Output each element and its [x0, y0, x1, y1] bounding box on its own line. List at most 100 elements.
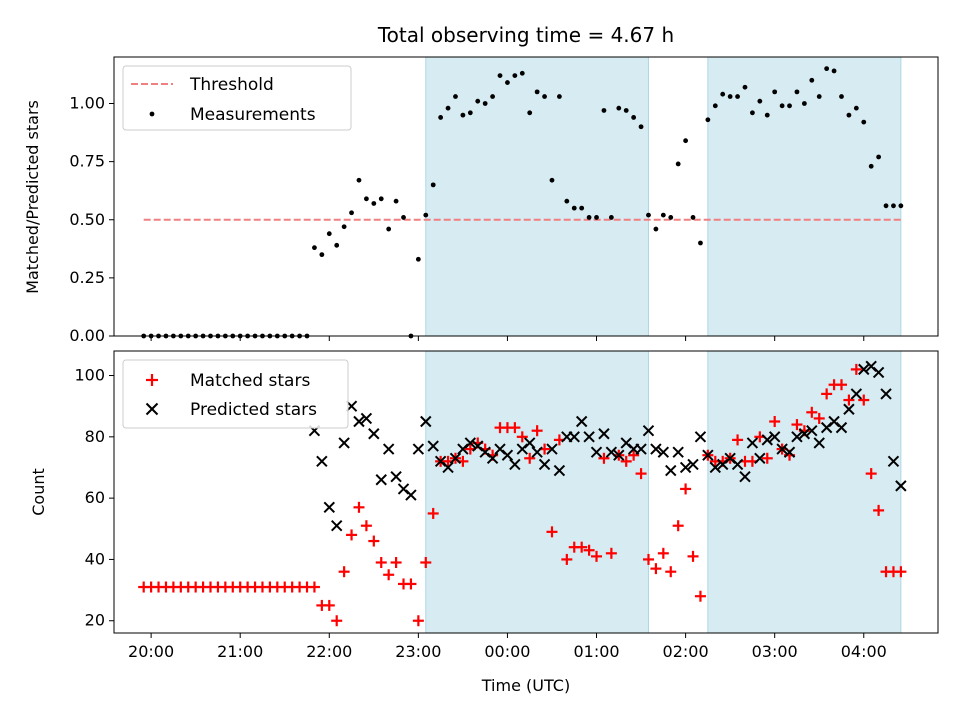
predicted-star-point	[768, 431, 781, 443]
predicted-star-point	[449, 452, 462, 464]
predicted-star-point-b	[806, 424, 818, 437]
measurement-point	[646, 212, 651, 218]
matched-star-point	[732, 434, 744, 446]
matched-star-point	[850, 363, 862, 375]
predicted-star-point-b	[665, 464, 677, 477]
measurement-point	[475, 98, 481, 104]
measurement-point	[675, 161, 681, 167]
measurement-point	[883, 203, 889, 209]
measurement-point	[557, 94, 562, 99]
matched-star-point	[360, 520, 372, 532]
predicted-star-point	[813, 437, 825, 449]
measurement-point	[460, 112, 466, 118]
measurement-point	[891, 203, 896, 209]
measurement-point	[586, 215, 592, 220]
predicted-star-point	[783, 446, 796, 458]
measurement-point	[542, 94, 547, 99]
matched-star-point	[620, 455, 632, 467]
predicted-star-point-b	[687, 458, 699, 471]
measurement-point	[623, 108, 629, 113]
predicted-star-point	[531, 446, 543, 458]
predicted-star-point	[694, 431, 707, 443]
measurement-point	[386, 226, 392, 232]
predicted-star-point-b	[412, 443, 425, 455]
observing-intervals	[425, 351, 902, 633]
predicted-star-point-b	[754, 452, 766, 464]
predicted-star-point	[382, 443, 395, 455]
matched-star-point	[591, 550, 603, 562]
predicted-star-point-b	[449, 452, 462, 464]
measurement-point	[482, 101, 488, 106]
predicted-star-point	[330, 520, 343, 532]
matched-star-point	[642, 553, 654, 565]
measurement-point	[415, 256, 421, 262]
predicted-star-point-b	[679, 461, 692, 474]
measurement-point	[312, 245, 317, 251]
measurement-point	[779, 103, 785, 109]
predicted-star-point-b	[427, 440, 439, 452]
observing-interval-band	[425, 351, 649, 633]
measurement-point	[683, 138, 689, 144]
measurement-point	[319, 252, 325, 258]
predicted-star-point-b	[405, 489, 417, 501]
matched-star-point	[509, 422, 521, 434]
measurement-point	[705, 117, 711, 123]
measurement-point	[816, 94, 822, 99]
matched-star-point	[353, 501, 365, 513]
count-x-tick-label: 01:00	[573, 642, 619, 661]
predicted-star-point-b	[464, 437, 477, 449]
predicted-star-point	[375, 474, 387, 486]
predicted-star-point	[575, 415, 588, 428]
matched-star-point	[338, 566, 350, 578]
predicted-star-point	[887, 455, 900, 468]
predicted-star-point	[546, 443, 558, 455]
predicted-star-point-b	[731, 458, 744, 471]
measurement-point	[801, 101, 807, 106]
legend-predicted-label: Predicted stars	[190, 400, 317, 420]
measurement-point	[861, 119, 867, 125]
predicted-star-point	[895, 480, 907, 492]
matched-star-point	[665, 566, 677, 578]
legend-measurements-swatch	[149, 111, 155, 117]
predicted-star-point-b	[650, 443, 662, 455]
predicted-star-point-b	[642, 424, 655, 437]
ratio-y-axis: 0.00 0.25 0.50 0.75 1.00	[69, 94, 114, 345]
predicted-star-point-b	[330, 520, 343, 532]
measurement-point	[445, 105, 451, 111]
predicted-star-point-b	[509, 458, 521, 471]
measurement-point	[341, 224, 347, 230]
measurement-point	[787, 103, 792, 109]
predicted-star-point-b	[553, 464, 566, 477]
predicted-star-point	[746, 437, 759, 449]
count-x-tick-label: 02:00	[663, 642, 709, 661]
predicted-star-point-b	[486, 452, 499, 464]
predicted-star-point	[323, 501, 335, 514]
matched-star-point	[806, 406, 818, 418]
count-x-tick-label: 22:00	[306, 642, 352, 661]
count-x-axis: 20:00 21:00 22:00 23:00 00:00 01:00 02:00 03:00…	[128, 633, 887, 661]
measurement-point	[898, 203, 904, 209]
count-y-axis-label: Count	[29, 468, 48, 516]
predicted-star-point-b	[761, 434, 773, 446]
measurement-point	[750, 110, 755, 116]
measurement-point	[334, 242, 340, 248]
count-y-axis: 20 40 60 80 100	[74, 366, 114, 630]
count-x-tick-label: 04:00	[841, 642, 887, 661]
matched-star-point	[657, 547, 669, 559]
predicted-star-point	[464, 437, 477, 449]
predicted-star-point	[442, 461, 454, 474]
predicted-star-point	[316, 455, 328, 468]
matched-star-point	[375, 557, 387, 568]
legend-matched-swatch	[146, 374, 158, 386]
matched-star-point	[873, 504, 885, 516]
predicted-star-point	[635, 443, 647, 455]
measurement-point	[505, 80, 510, 85]
predicted-star-point	[524, 437, 536, 449]
predicted-star-point-b	[895, 480, 907, 492]
predicted-star-point	[709, 461, 722, 474]
predicted-star-point	[806, 424, 818, 437]
matched-star-point	[412, 615, 424, 627]
predicted-star-point	[761, 434, 773, 446]
predicted-star-point-b	[828, 415, 840, 428]
ratio-y-tick-label: 0.75	[69, 152, 105, 171]
